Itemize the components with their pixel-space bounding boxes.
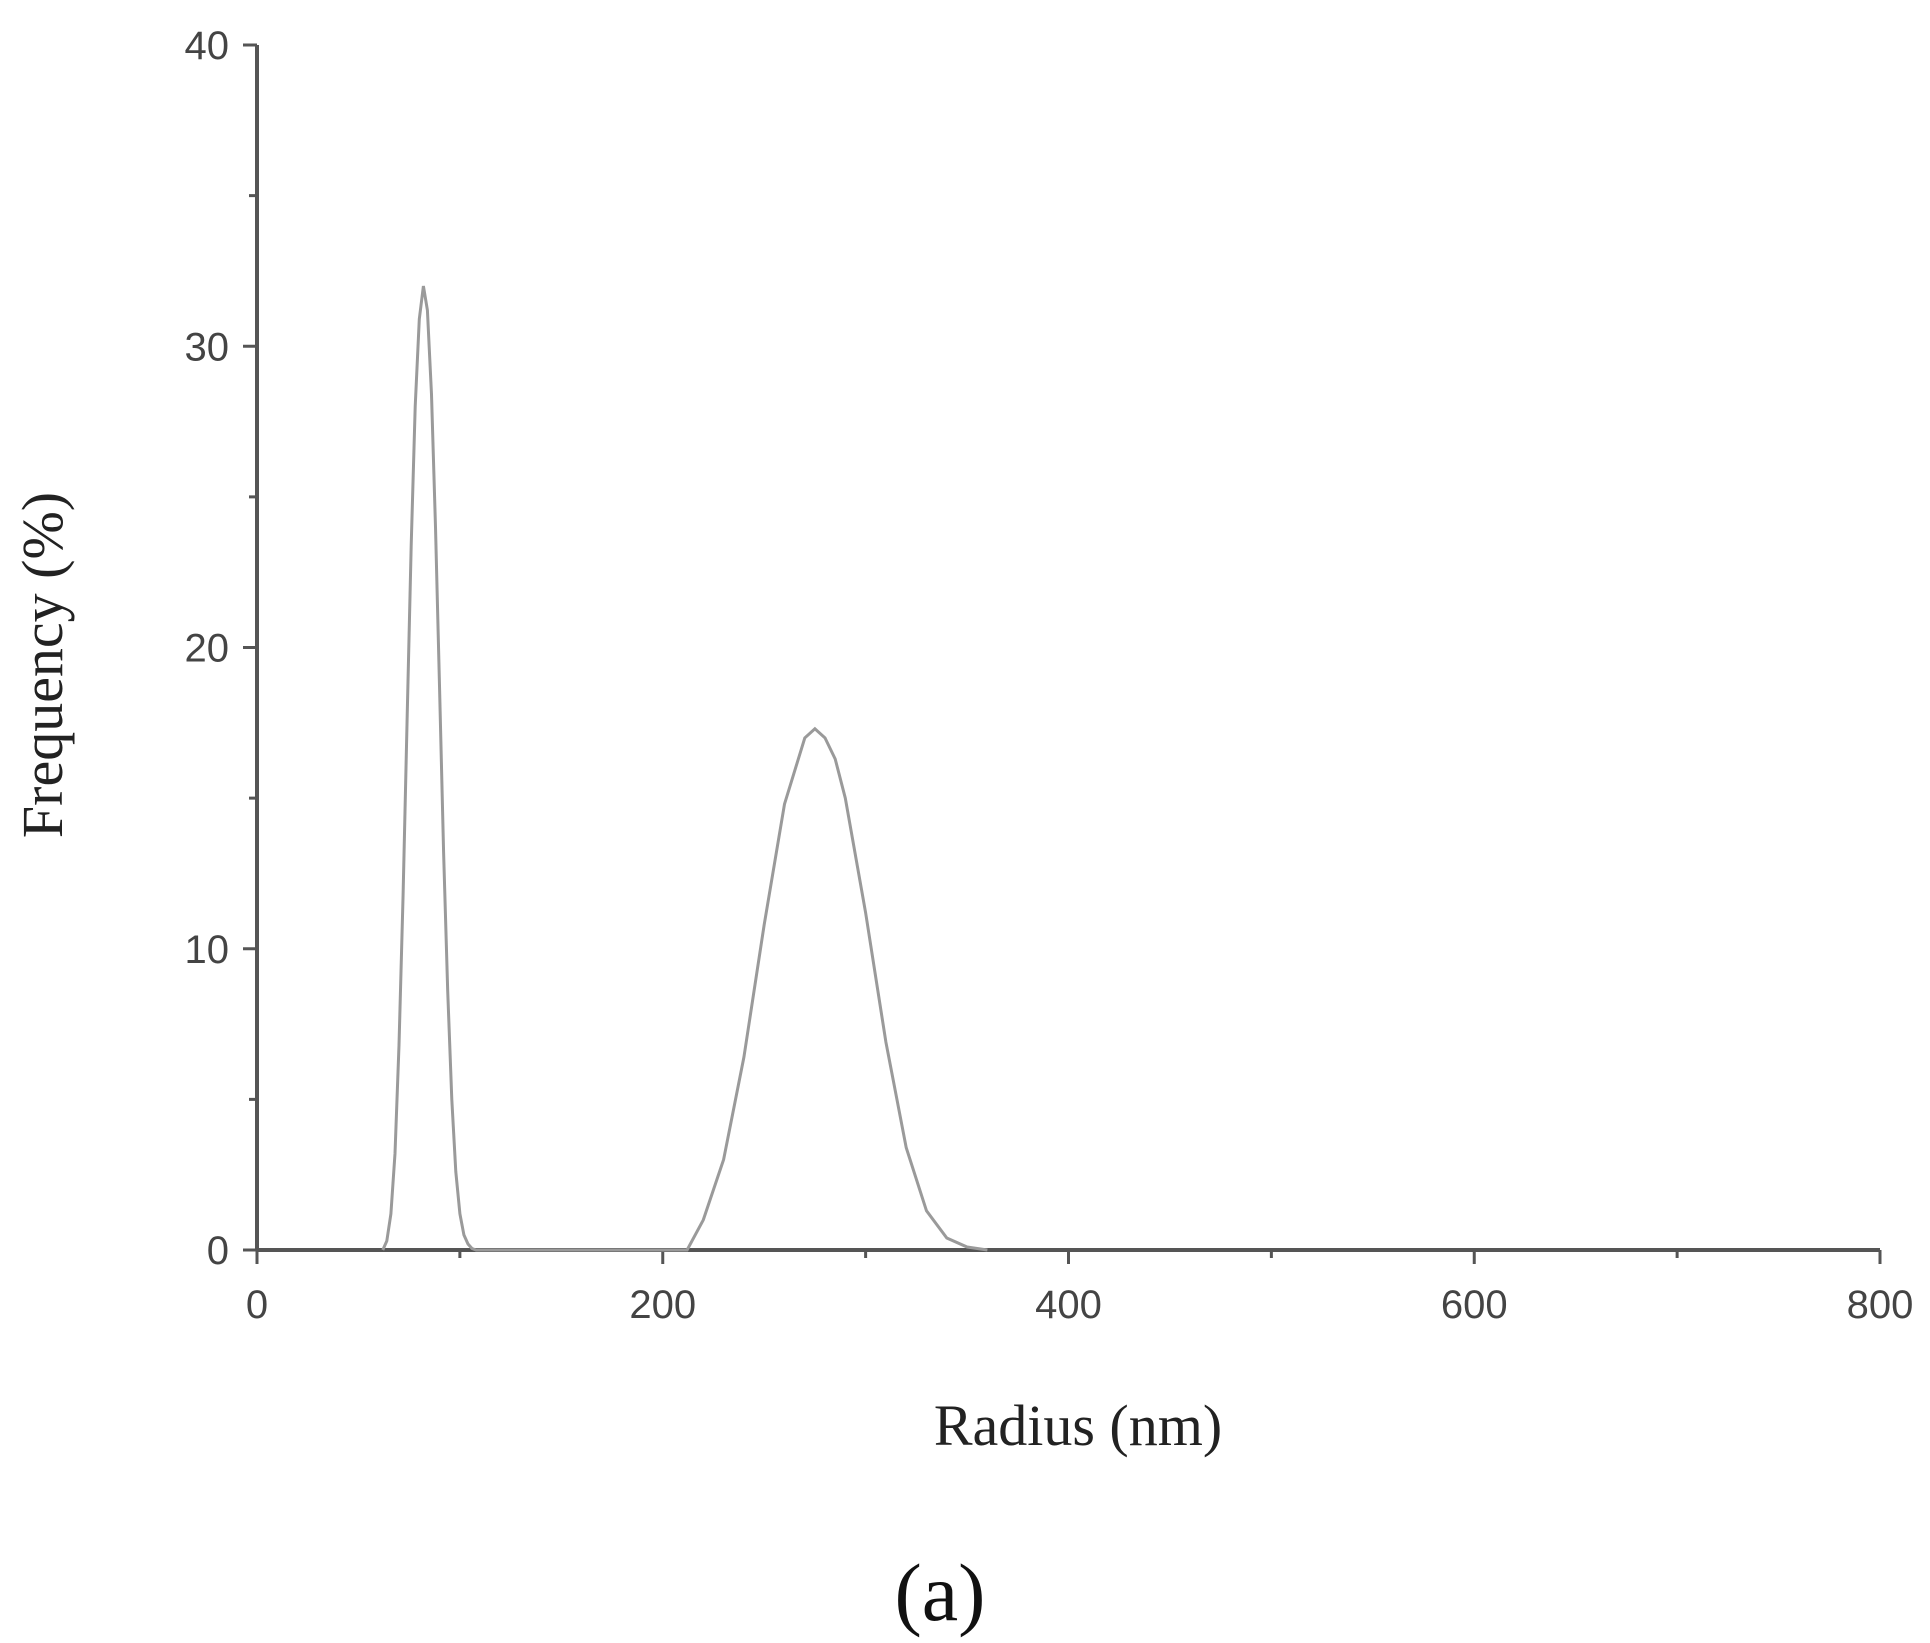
y-axis-title: Frequency (%) [10, 492, 75, 838]
series-line-0 [381, 285, 988, 1252]
x-tick-label: 0 [246, 1283, 268, 1327]
x-tick-label: 600 [1441, 1283, 1508, 1327]
figure-caption: (a) [894, 1547, 985, 1638]
y-tick-label: 0 [207, 1229, 229, 1273]
x-tick-label: 200 [629, 1283, 696, 1327]
x-tick-label: 800 [1847, 1283, 1914, 1327]
y-tick-label: 20 [185, 627, 230, 671]
y-tick-label: 10 [185, 928, 230, 972]
x-axis-title: Radius (nm) [934, 1393, 1222, 1458]
x-tick-label: 400 [1035, 1283, 1102, 1327]
y-tick-label: 40 [185, 24, 230, 68]
y-tick-label: 30 [185, 325, 230, 369]
